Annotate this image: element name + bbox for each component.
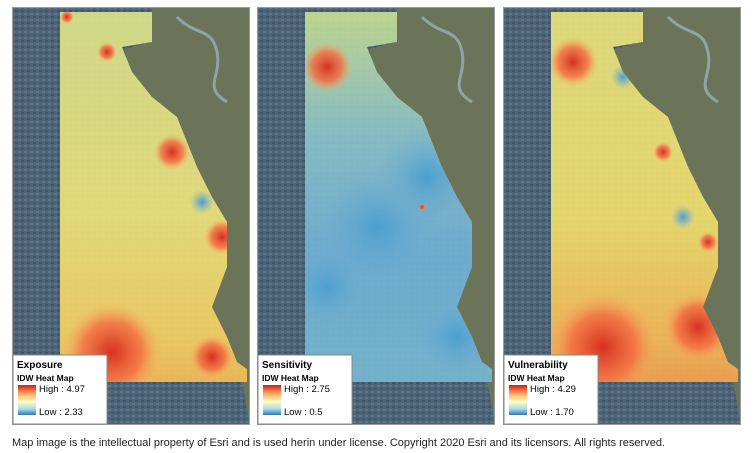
legend-ramp: [263, 385, 281, 415]
legend-subtitle: IDW Heat Map: [17, 373, 74, 383]
heat-spot: [60, 12, 74, 24]
legend-title: Exposure: [17, 360, 63, 371]
legend-low: Low : 0.5: [284, 407, 323, 418]
heat-spot: [190, 190, 214, 214]
caption: Map image is the intellectual property o…: [12, 437, 665, 449]
river: [420, 15, 473, 104]
panel-border: [12, 7, 250, 425]
legend-subtitle: IDW Heat Map: [508, 373, 565, 383]
heat-spot: [305, 42, 352, 92]
legend-ramp: [18, 385, 36, 415]
legend-high: High : 4.97: [39, 384, 85, 395]
heat-spot: [97, 42, 117, 62]
heat-spot: [190, 335, 234, 379]
heat-spot: [698, 232, 718, 252]
heat-spot: [551, 37, 598, 87]
legend-title: Sensitivity: [262, 360, 312, 371]
legend-subtitle: IDW Heat Map: [262, 373, 319, 383]
legend-title: Vulnerability: [508, 360, 568, 371]
legend-ramp: [509, 385, 527, 415]
heat-spot: [418, 203, 426, 211]
panel-border: [503, 7, 741, 425]
panel-border: [257, 7, 495, 425]
heat-spot: [154, 134, 190, 170]
heat-spot: [305, 247, 367, 327]
river: [175, 15, 228, 104]
heat-spot: [671, 205, 695, 229]
legend-low: Low : 1.70: [530, 407, 574, 418]
legend-high: High : 2.75: [284, 384, 330, 395]
legend-high: High : 4.29: [530, 384, 576, 395]
river: [666, 15, 719, 104]
legend-low: Low : 2.33: [39, 407, 83, 418]
heat-spot: [653, 142, 673, 162]
